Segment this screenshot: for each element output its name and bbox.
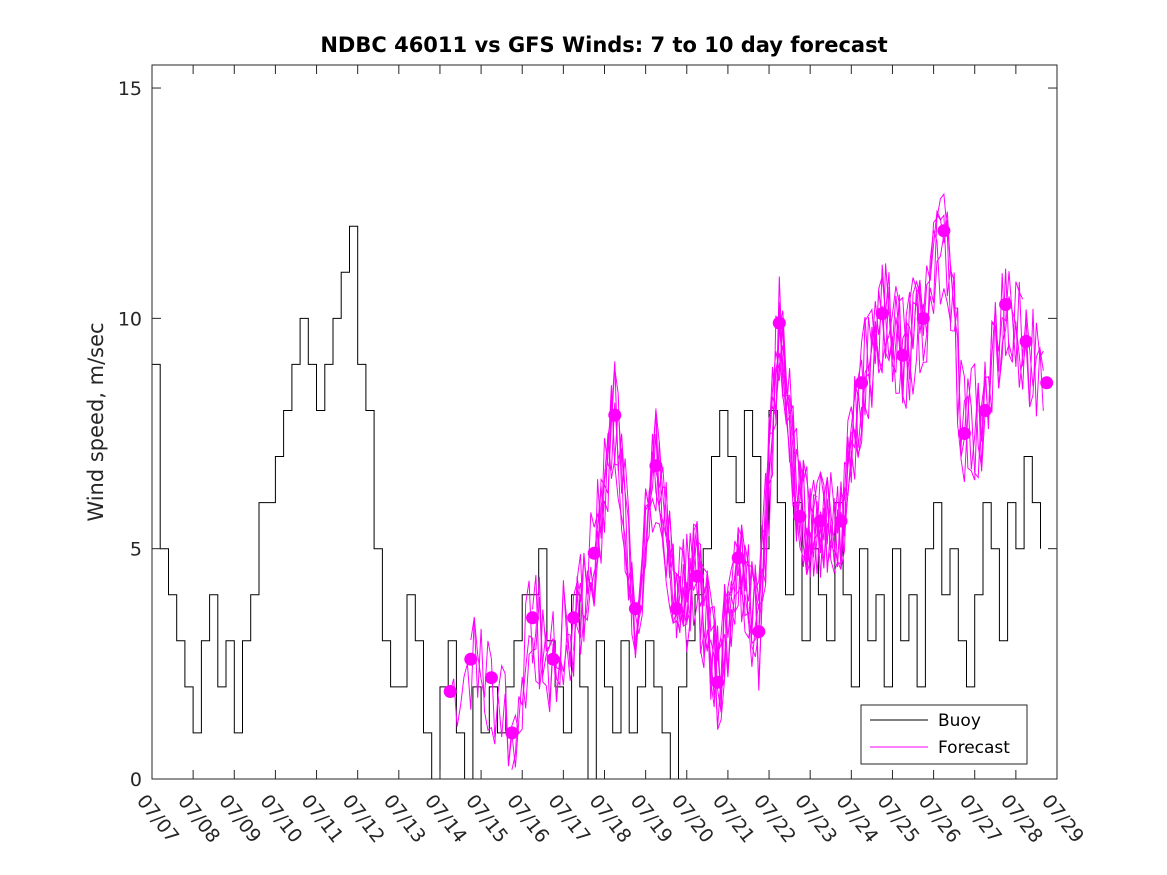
forecast-marker	[526, 611, 539, 625]
y-tick-label: 15	[118, 78, 142, 100]
forecast-marker	[937, 224, 951, 238]
forecast-marker	[1040, 376, 1054, 390]
buoy-series-layer	[152, 225, 1041, 780]
forecast-marker	[855, 376, 869, 390]
forecast-marker	[608, 408, 622, 422]
chart-title: NDBC 46011 vs GFS Winds: 7 to 10 day for…	[320, 33, 887, 57]
forecast-marker	[587, 546, 601, 560]
forecast-marker	[1019, 334, 1033, 348]
forecast-marker	[752, 625, 766, 639]
forecast-marker	[731, 551, 745, 565]
legend-label-buoy: Buoy	[938, 711, 981, 731]
legend-label-forecast: Forecast	[938, 738, 1010, 758]
forecast-marker	[567, 611, 581, 625]
y-axis-ticks: 0 5 10 15	[118, 78, 1057, 791]
forecast-line	[655, 212, 1044, 730]
legend: Buoy Forecast	[860, 704, 1028, 765]
forecast-marker-layer	[443, 224, 1054, 740]
forecast-marker	[772, 316, 786, 330]
forecast-marker	[978, 404, 992, 417]
forecast-marker	[957, 427, 971, 440]
y-tick-label: 10	[118, 308, 142, 330]
forecast-marker	[814, 514, 827, 528]
forecast-marker	[916, 311, 930, 325]
forecast-line	[634, 192, 1044, 700]
forecast-marker	[443, 685, 457, 698]
forecast-marker	[484, 671, 498, 685]
forecast-marker	[546, 652, 560, 666]
y-tick-label: 0	[130, 769, 142, 791]
buoy-line	[152, 225, 1041, 780]
forecast-marker	[505, 726, 519, 740]
forecast-marker	[793, 509, 807, 523]
forecast-marker	[690, 569, 704, 583]
forecast-marker	[875, 307, 889, 321]
forecast-marker	[628, 602, 642, 616]
legend-box	[860, 704, 1028, 765]
forecast-marker	[834, 514, 848, 528]
forecast-marker	[999, 298, 1013, 311]
forecast-marker	[649, 459, 663, 473]
y-axis-label: Wind speed, m/sec	[84, 322, 108, 521]
y-tick-label: 5	[130, 539, 142, 561]
forecast-marker	[896, 348, 910, 362]
forecast-marker	[464, 652, 478, 666]
forecast-marker	[711, 675, 725, 689]
forecast-marker	[670, 602, 683, 616]
